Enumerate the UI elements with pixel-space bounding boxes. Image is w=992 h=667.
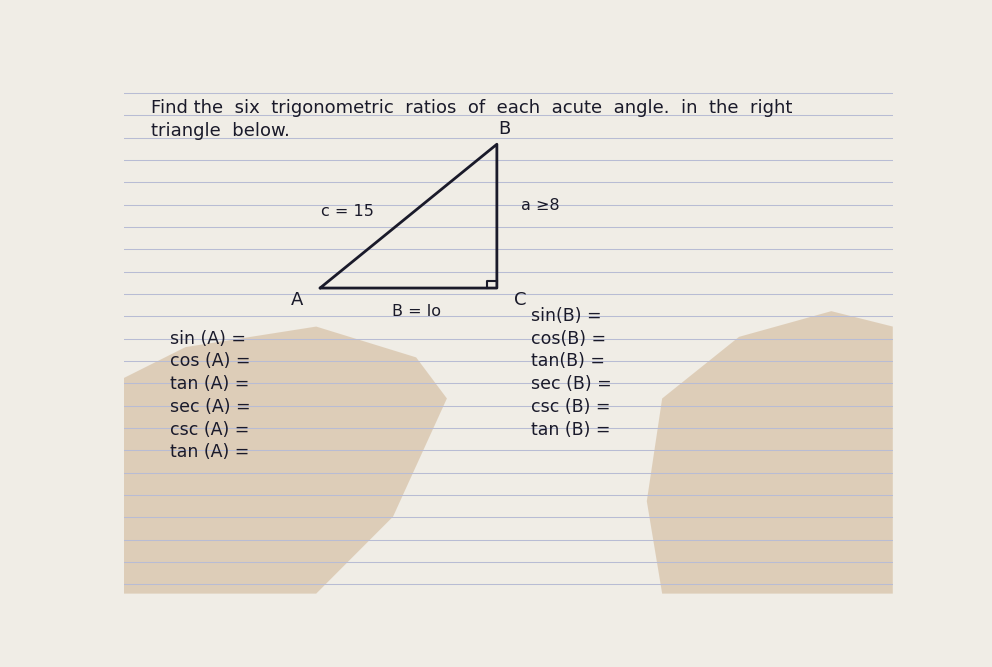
Text: tan (A) =: tan (A) = [171,375,250,393]
Text: cos(B) =: cos(B) = [532,330,606,348]
Text: B: B [498,120,511,138]
Text: sin (A) =: sin (A) = [171,330,246,348]
Polygon shape [124,327,446,594]
Text: sec (A) =: sec (A) = [171,398,251,416]
Text: Find the  six  trigonometric  ratios  of  each  acute  angle.  in  the  right: Find the six trigonometric ratios of eac… [151,99,793,117]
Text: csc (A) =: csc (A) = [171,422,250,440]
Text: A: A [291,291,304,309]
Text: B = lo: B = lo [392,304,440,319]
Text: tan (A) =: tan (A) = [171,444,250,462]
Text: sin(B) =: sin(B) = [532,307,602,325]
Polygon shape [647,311,893,594]
Text: C: C [514,291,527,309]
Text: tan(B) =: tan(B) = [532,352,605,370]
Text: sec (B) =: sec (B) = [532,375,612,393]
Text: c = 15: c = 15 [321,203,374,219]
Text: cos (A) =: cos (A) = [171,352,251,370]
Text: csc (B) =: csc (B) = [532,398,611,416]
Text: tan (B) =: tan (B) = [532,422,611,440]
Text: triangle  below.: triangle below. [151,123,290,140]
Text: a ≥8: a ≥8 [522,198,560,213]
